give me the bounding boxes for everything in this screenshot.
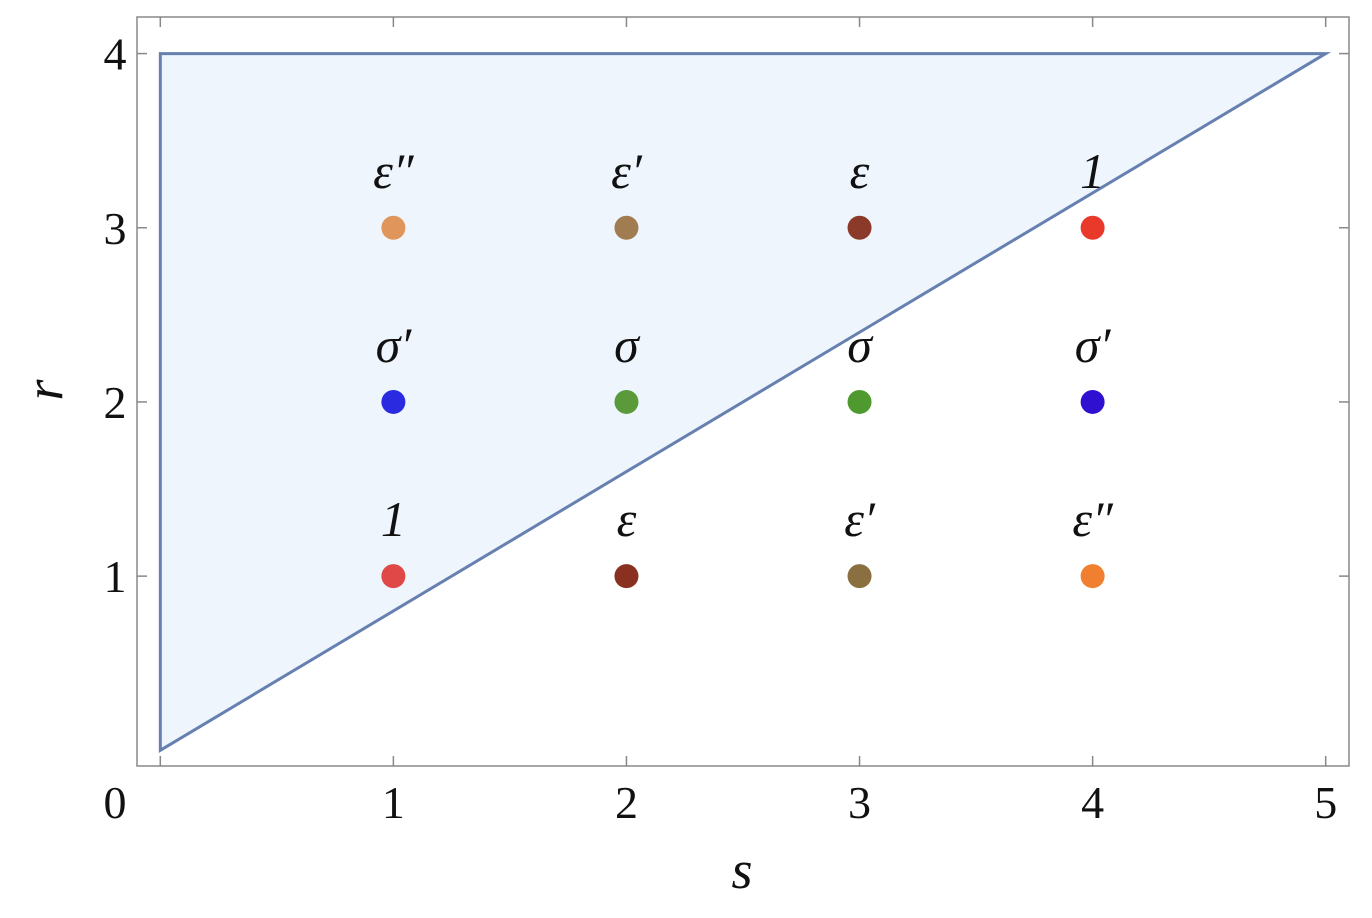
point-label: σ — [614, 317, 641, 373]
point-label: σ — [847, 317, 874, 373]
region — [158, 52, 1332, 753]
point — [614, 564, 639, 589]
point — [1080, 389, 1105, 414]
point — [614, 389, 639, 414]
point — [847, 389, 872, 414]
x-tick-label: 3 — [848, 777, 871, 828]
y-axis-label: r — [14, 379, 74, 401]
point-label: ε′ — [611, 143, 643, 199]
point-label: ε — [850, 143, 870, 199]
frame — [136, 16, 1350, 767]
x-tick-label: 5 — [1314, 777, 1337, 828]
x-tick-label: 0 — [104, 777, 127, 828]
point-label: ε′ — [844, 491, 876, 547]
y-tick-label: 4 — [104, 29, 127, 80]
point-label: ε″ — [1072, 491, 1114, 547]
point — [381, 564, 406, 589]
point — [1080, 215, 1105, 240]
y-tick-label: 1 — [104, 551, 127, 602]
point-label: ε — [617, 491, 637, 547]
x-axis-label: s — [731, 840, 752, 900]
x-tick-label: 4 — [1081, 777, 1104, 828]
point-label: 1 — [1080, 143, 1105, 199]
point — [614, 215, 639, 240]
point-label: 1 — [381, 491, 406, 547]
x-tick-label: 2 — [615, 777, 638, 828]
point — [1080, 564, 1105, 589]
point-label: σ′ — [376, 317, 413, 373]
point-label: σ′ — [1075, 317, 1112, 373]
point — [381, 389, 406, 414]
point — [847, 564, 872, 589]
y-tick-label: 3 — [104, 203, 127, 254]
x-tick-label: 1 — [382, 777, 405, 828]
point — [847, 215, 872, 240]
point-label: ε″ — [373, 143, 415, 199]
point — [381, 215, 406, 240]
y-tick-label: 2 — [104, 377, 127, 428]
